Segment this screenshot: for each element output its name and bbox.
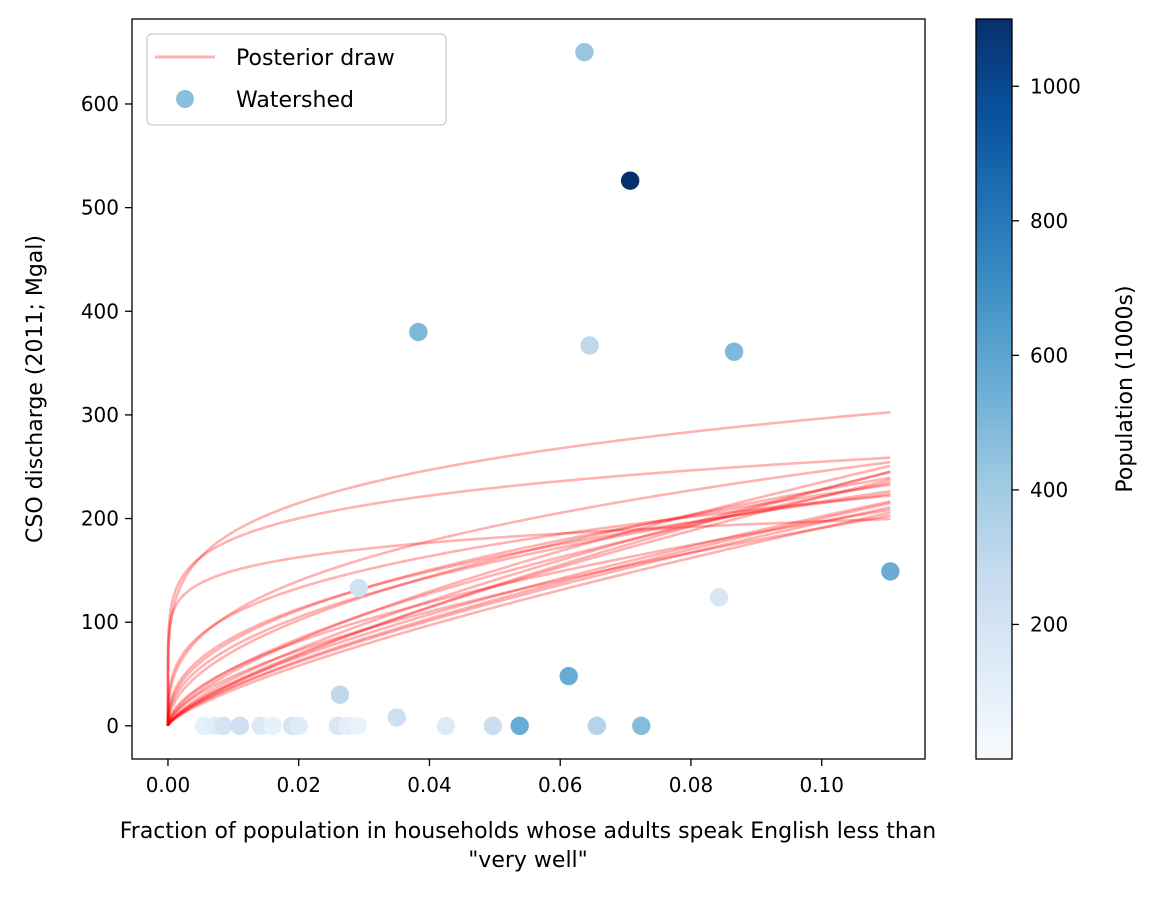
watershed-point-6 (709, 588, 729, 607)
posterior-draw-line-0 (166, 410, 891, 726)
posterior-draw-line-9 (166, 505, 891, 727)
watershed-points (194, 42, 900, 736)
posterior-draw-line-1 (166, 517, 891, 726)
posterior-draw-line-14 (166, 483, 891, 726)
posterior-draw-line-6 (166, 501, 891, 727)
posterior-draw-line-12 (166, 476, 891, 726)
watershed-point-26 (632, 716, 651, 736)
watershed-point-14 (230, 716, 250, 736)
y-axis-label: CSO discharge (2011; Mgal) (23, 235, 48, 543)
x-axis-label-line1: Fraction of population in households who… (120, 819, 937, 844)
posterior-draw-line-5 (166, 478, 891, 727)
x-tick-label: 0.00 (146, 773, 191, 797)
watershed-point-4 (724, 342, 744, 361)
colorbar-tick-label: 600 (1030, 343, 1068, 367)
posterior-draw-line-15 (166, 494, 891, 726)
watershed-point-16 (263, 716, 282, 736)
watershed-point-3 (580, 336, 599, 355)
watershed-point-9 (330, 685, 350, 704)
x-axis-label-line2: "very well" (468, 848, 588, 873)
x-axis: 0.00 0.02 0.04 0.06 0.08 0.10 (146, 759, 844, 797)
legend-box (146, 33, 447, 126)
y-tick-label: 300 (81, 403, 119, 427)
colorbar: 200 400 600 800 1000 Population (1000s) (975, 18, 1138, 760)
watershed-point-5 (881, 562, 900, 581)
posterior-draw-curves (166, 410, 891, 727)
legend: Posterior draw Watershed (146, 33, 447, 126)
colorbar-tick-label: 400 (1030, 478, 1068, 502)
watershed-point-21 (348, 716, 367, 736)
posterior-draw-line-10 (166, 514, 891, 726)
legend-label-watershed: Watershed (236, 88, 354, 113)
x-tick-label: 0.10 (799, 773, 844, 797)
plot-area (131, 18, 926, 760)
watershed-point-18 (289, 716, 308, 736)
colorbar-ticks: 200 400 600 800 1000 (1012, 74, 1081, 636)
watershed-point-23 (483, 716, 503, 736)
y-tick-label: 600 (81, 92, 119, 116)
watershed-point-25 (587, 716, 607, 736)
y-tick-label: 0 (106, 714, 119, 738)
watershed-point-2 (409, 322, 428, 342)
watershed-point-22 (436, 716, 455, 736)
colorbar-tick-label: 800 (1030, 209, 1068, 233)
y-axis: 0 100 200 300 400 500 600 (81, 92, 132, 738)
posterior-draw-line-7 (166, 511, 891, 727)
plot-frame (131, 18, 926, 760)
watershed-point-8 (559, 666, 578, 686)
watershed-point-7 (349, 578, 369, 598)
y-tick-label: 100 (81, 610, 119, 634)
watershed-point-1 (620, 171, 640, 190)
x-tick-label: 0.06 (538, 773, 583, 797)
posterior-draw-line-3 (166, 464, 891, 726)
legend-dot-marker (176, 90, 194, 108)
watershed-point-24 (510, 716, 529, 736)
posterior-draw-line-18 (166, 456, 891, 726)
posterior-draw-line-16 (166, 481, 891, 726)
x-tick-label: 0.04 (407, 773, 452, 797)
legend-label-posterior-draw: Posterior draw (236, 46, 395, 71)
watershed-point-10 (387, 708, 406, 727)
y-tick-label: 200 (81, 507, 119, 531)
posterior-draw-line-4 (166, 470, 891, 727)
posterior-draw-line-11 (166, 508, 891, 726)
posterior-draw-line-17 (166, 492, 891, 726)
watershed-point-13 (214, 716, 233, 736)
y-tick-label: 400 (81, 299, 119, 323)
posterior-draw-line-13 (166, 489, 891, 726)
watershed-point-0 (575, 42, 594, 62)
x-tick-label: 0.02 (276, 773, 321, 797)
posterior-draw-line-2 (166, 470, 891, 726)
colorbar-label: Population (1000s) (1113, 285, 1138, 492)
colorbar-tick-label: 1000 (1030, 74, 1081, 98)
colorbar-tick-label: 200 (1030, 612, 1068, 636)
x-tick-label: 0.08 (669, 773, 714, 797)
colorbar-gradient (975, 18, 1013, 760)
posterior-draw-line-19 (166, 460, 891, 726)
posterior-draw-line-8 (166, 500, 891, 727)
y-tick-label: 500 (81, 196, 119, 220)
